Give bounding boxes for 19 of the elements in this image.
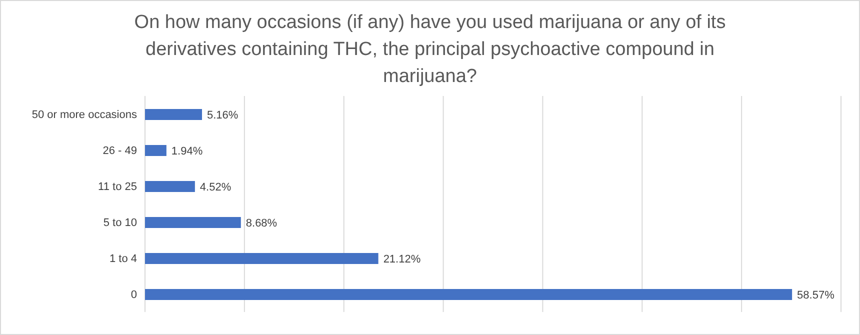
data-label: 1.94% bbox=[171, 145, 203, 158]
bar bbox=[145, 217, 241, 228]
bar bbox=[145, 289, 792, 300]
y-tick-label: 50 or more occasions bbox=[32, 108, 138, 121]
y-tick-label: 26 - 49 bbox=[102, 144, 137, 157]
data-label: 8.68% bbox=[246, 217, 278, 230]
data-label: 4.52% bbox=[200, 181, 232, 194]
bar bbox=[145, 109, 202, 120]
y-tick-label: 0 bbox=[130, 288, 137, 301]
bar bbox=[145, 253, 378, 264]
data-label: 21.12% bbox=[383, 253, 421, 266]
y-tick-label: 5 to 10 bbox=[103, 216, 137, 229]
data-label: 5.16% bbox=[207, 109, 238, 122]
bar bbox=[145, 181, 195, 192]
data-label: 58.57% bbox=[797, 289, 835, 302]
bar bbox=[145, 145, 166, 156]
chart-title: On how many occasions (if any) have you used marijuana or any of its derivatives containing THC, the principal psychoactive compound in marijuana? bbox=[133, 11, 727, 89]
y-tick-label: 1 to 4 bbox=[109, 252, 137, 265]
y-tick-label: 11 to 25 bbox=[98, 180, 137, 193]
